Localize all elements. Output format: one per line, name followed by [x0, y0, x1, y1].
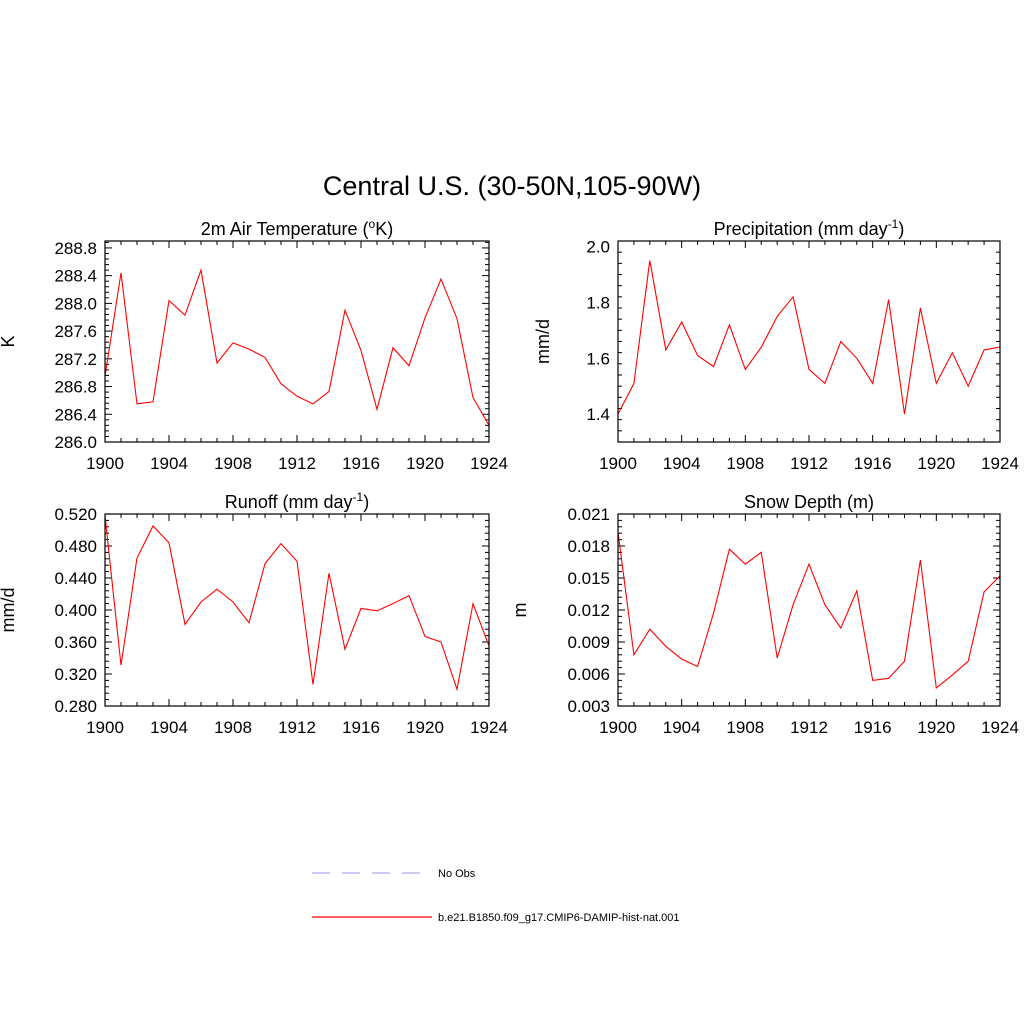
- y-tick-label: 0.400: [54, 601, 97, 620]
- x-tick-label: 1916: [854, 454, 892, 473]
- x-tick-label: 1900: [86, 718, 124, 737]
- x-tick-label: 1920: [917, 454, 955, 473]
- figure-title: Central U.S. (30-50N,105-90W): [323, 171, 701, 201]
- legend-label: b.e21.B1850.f09_g17.CMIP6-DAMIP-hist-nat…: [438, 912, 680, 924]
- y-tick-label: 0.021: [567, 505, 610, 524]
- x-tick-label: 1924: [981, 454, 1019, 473]
- panel-title: Runoff (mm day-1): [225, 490, 369, 512]
- x-tick-label: 1924: [470, 718, 508, 737]
- x-tick-label: 1908: [726, 454, 764, 473]
- series-line: [617, 532, 1001, 689]
- x-tick-label: 1912: [790, 454, 828, 473]
- x-tick-label: 1904: [663, 454, 701, 473]
- x-tick-label: 1924: [981, 718, 1019, 737]
- y-tick-label: 0.320: [54, 665, 97, 684]
- x-tick-label: 1916: [342, 454, 380, 473]
- x-tick-label: 1920: [406, 454, 444, 473]
- legend-item: b.e21.B1850.f09_g17.CMIP6-DAMIP-hist-nat…: [312, 912, 680, 924]
- x-tick-label: 1900: [599, 454, 637, 473]
- panel-title-text: 2m Air Temperature (: [201, 219, 369, 239]
- x-tick-label: 1920: [406, 718, 444, 737]
- y-tick-label: 286.4: [54, 405, 97, 424]
- plot-frame: [617, 513, 1001, 707]
- y-axis-label: K: [0, 335, 18, 347]
- y-tick-label: 0.018: [567, 537, 610, 556]
- x-tick-label: 1904: [150, 454, 188, 473]
- panel-title: Precipitation (mm day-1): [714, 217, 905, 239]
- panel-title-text: Snow Depth (m): [744, 492, 874, 512]
- x-tick-label: 1924: [470, 454, 508, 473]
- panel-title-text: Runoff (mm day: [225, 492, 353, 512]
- x-tick-label: 1912: [278, 718, 316, 737]
- x-tick-label: 1908: [726, 718, 764, 737]
- panel-title-text-end: K): [375, 219, 393, 239]
- x-tick-label: 1904: [663, 718, 701, 737]
- x-tick-label: 1900: [86, 454, 124, 473]
- panel-title-text-end: ): [363, 492, 369, 512]
- chart-panel-4: Snow Depth (m) m 1900 1904 1908 1912 1916 1920 1…: [510, 492, 1019, 737]
- y-tick-label: 0.480: [54, 537, 97, 556]
- x-tick-label: 1916: [854, 718, 892, 737]
- y-tick-label: 0.015: [567, 569, 610, 588]
- x-tick-label: 1900: [599, 718, 637, 737]
- x-tick-label: 1912: [278, 454, 316, 473]
- x-tick-label: 1908: [214, 454, 252, 473]
- x-tick-label: 1908: [214, 718, 252, 737]
- y-tick-label: 0.280: [54, 697, 97, 716]
- y-tick-label: 1.6: [586, 349, 610, 368]
- y-tick-label: 0.009: [567, 633, 610, 652]
- y-tick-label: 0.006: [567, 665, 610, 684]
- y-tick-label: 1.4: [586, 405, 610, 424]
- y-tick-label: 2.0: [586, 238, 610, 257]
- legend-label: No Obs: [438, 868, 476, 880]
- x-tick-label: 1904: [150, 718, 188, 737]
- panel-title: Snow Depth (m): [744, 492, 874, 512]
- x-tick-label: 1920: [917, 718, 955, 737]
- panel-title-text-end: ): [898, 219, 904, 239]
- y-tick-label: 288.8: [54, 239, 97, 258]
- panel-title-superscript: -1: [353, 490, 364, 504]
- panels: 2m Air Temperature (oK) K 1900 1904 1908 1912…: [0, 217, 1019, 737]
- y-tick-label: 0.360: [54, 633, 97, 652]
- chart-panel-3: Runoff (mm day-1) mm/d 1900 1904 1908 1912 191…: [0, 490, 508, 737]
- plot-frame: [617, 240, 1001, 443]
- panel-title-text: Precipitation (mm day: [714, 219, 888, 239]
- y-tick-label: 288.4: [54, 267, 97, 286]
- series-line: [617, 260, 1001, 415]
- y-tick-label: 287.6: [54, 322, 97, 341]
- y-axis-label: m: [510, 603, 530, 618]
- y-tick-label: 0.520: [54, 505, 97, 524]
- plot-frame: [104, 240, 490, 443]
- y-tick-label: 287.2: [54, 350, 97, 369]
- legend: No Obs b.e21.B1850.f09_g17.CMIP6-DAMIP-hi…: [312, 868, 680, 924]
- legend-item: No Obs: [312, 868, 476, 880]
- y-tick-label: 0.003: [567, 697, 610, 716]
- y-axis-label: mm/d: [0, 588, 18, 633]
- series-line: [104, 267, 490, 426]
- series-line: [104, 515, 490, 692]
- chart-panel-2: Precipitation (mm day-1) mm/d 1900 1904 1908…: [533, 217, 1019, 473]
- y-tick-label: 286.8: [54, 378, 97, 397]
- y-tick-label: 288.0: [54, 294, 97, 313]
- y-tick-label: 286.0: [54, 433, 97, 452]
- chart-panel-1: 2m Air Temperature (oK) K 1900 1904 1908 1912…: [0, 217, 508, 473]
- y-tick-label: 0.012: [567, 601, 610, 620]
- x-tick-label: 1916: [342, 718, 380, 737]
- y-tick-label: 1.8: [586, 293, 610, 312]
- panel-title-superscript: o: [369, 217, 376, 231]
- y-axis-label: mm/d: [533, 319, 553, 364]
- panel-title-superscript: -1: [888, 217, 899, 231]
- plot-frame: [104, 513, 490, 707]
- y-tick-label: 0.440: [54, 569, 97, 588]
- panel-title: 2m Air Temperature (oK): [201, 217, 393, 239]
- x-tick-label: 1912: [790, 718, 828, 737]
